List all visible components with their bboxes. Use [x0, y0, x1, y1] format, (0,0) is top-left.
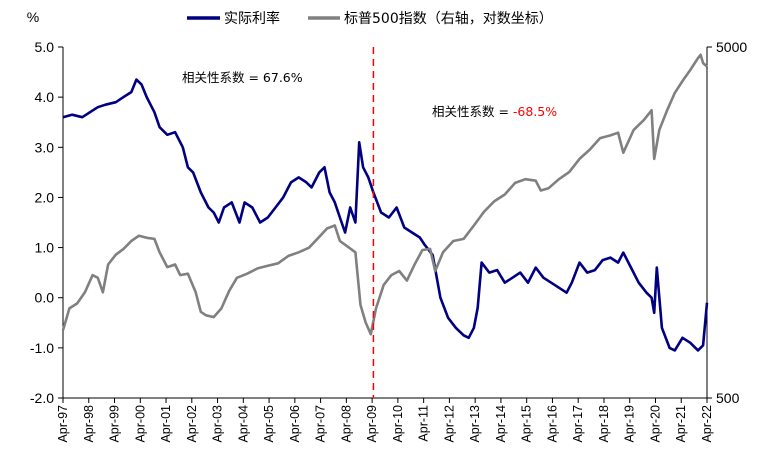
series-line-real-rate — [62, 78, 709, 352]
left-tick-label: -1.0 — [30, 340, 54, 356]
x-tick-label: Apr-18 — [597, 405, 611, 443]
x-tick-label: Apr-11 — [417, 405, 431, 442]
x-tick-label: Apr-17 — [571, 405, 585, 443]
x-tick-label: Apr-21 — [674, 405, 688, 443]
x-tick-label: Apr-00 — [133, 405, 147, 443]
series-line-sp500 — [61, 53, 708, 336]
x-axis-ticks: Apr-97 Apr-98 Apr-99 Apr-00 Apr-01 Apr-02 Apr-… — [56, 398, 714, 443]
x-tick-label: Apr-03 — [211, 405, 225, 443]
left-y-axis-ticks: 5.0 4.0 3.0 2.0 1.0 0.0 -1.0 -2.0 — [30, 39, 63, 406]
right-tick-label: 5000 — [716, 39, 747, 55]
correlation-value-2: -68.5% — [513, 104, 557, 119]
right-tick-label: 500 — [716, 390, 740, 406]
legend-label-real-rate: 实际利率 — [224, 10, 280, 27]
x-tick-label: Apr-14 — [494, 405, 508, 443]
left-tick-label: 2.0 — [35, 189, 55, 205]
x-tick-label: Apr-20 — [648, 405, 662, 443]
left-tick-label: 4.0 — [35, 89, 55, 105]
x-tick-label: Apr-97 — [56, 405, 70, 443]
x-tick-label: Apr-05 — [262, 405, 276, 443]
x-tick-label: Apr-09 — [365, 405, 379, 443]
x-tick-label: Apr-99 — [108, 405, 122, 443]
correlation-label-2: 相关性系数 = — [432, 104, 513, 119]
x-tick-label: Apr-98 — [82, 405, 96, 443]
correlation-label-1: 相关性系数 = — [182, 70, 263, 85]
x-tick-label: Apr-04 — [236, 405, 250, 443]
x-tick-label: Apr-01 — [159, 405, 173, 443]
legend-label-sp500: 标普500指数（右轴，对数坐标） — [344, 11, 553, 27]
x-tick-label: Apr-08 — [339, 405, 353, 443]
x-tick-label: Apr-02 — [185, 405, 199, 443]
x-tick-label: Apr-13 — [468, 405, 482, 443]
left-tick-label: 0.0 — [35, 290, 55, 306]
correlation-value-1: 67.6% — [263, 70, 303, 85]
legend: 实际利率 标普500指数（右轴，对数坐标） — [187, 10, 553, 27]
left-tick-label: 3.0 — [35, 139, 55, 155]
left-tick-label: 1.0 — [35, 240, 55, 256]
x-tick-label: Apr-06 — [288, 405, 302, 443]
x-tick-label: Apr-19 — [623, 405, 637, 443]
right-y-axis-ticks: 5000 500 — [707, 39, 747, 406]
x-tick-label: Apr-12 — [442, 405, 456, 443]
x-tick-label: Apr-15 — [520, 405, 534, 443]
correlation-annotation-2: 相关性系数 = -68.5% — [432, 104, 557, 119]
x-tick-label: Apr-10 — [391, 405, 405, 443]
correlation-annotation-1: 相关性系数 = 67.6% — [182, 70, 303, 85]
x-tick-label: Apr-07 — [314, 405, 328, 443]
x-tick-label: Apr-22 — [700, 405, 714, 443]
left-tick-label: 5.0 — [35, 39, 55, 55]
left-tick-label: -2.0 — [30, 390, 54, 406]
left-axis-unit: % — [27, 9, 39, 25]
x-tick-label: Apr-16 — [545, 405, 559, 443]
